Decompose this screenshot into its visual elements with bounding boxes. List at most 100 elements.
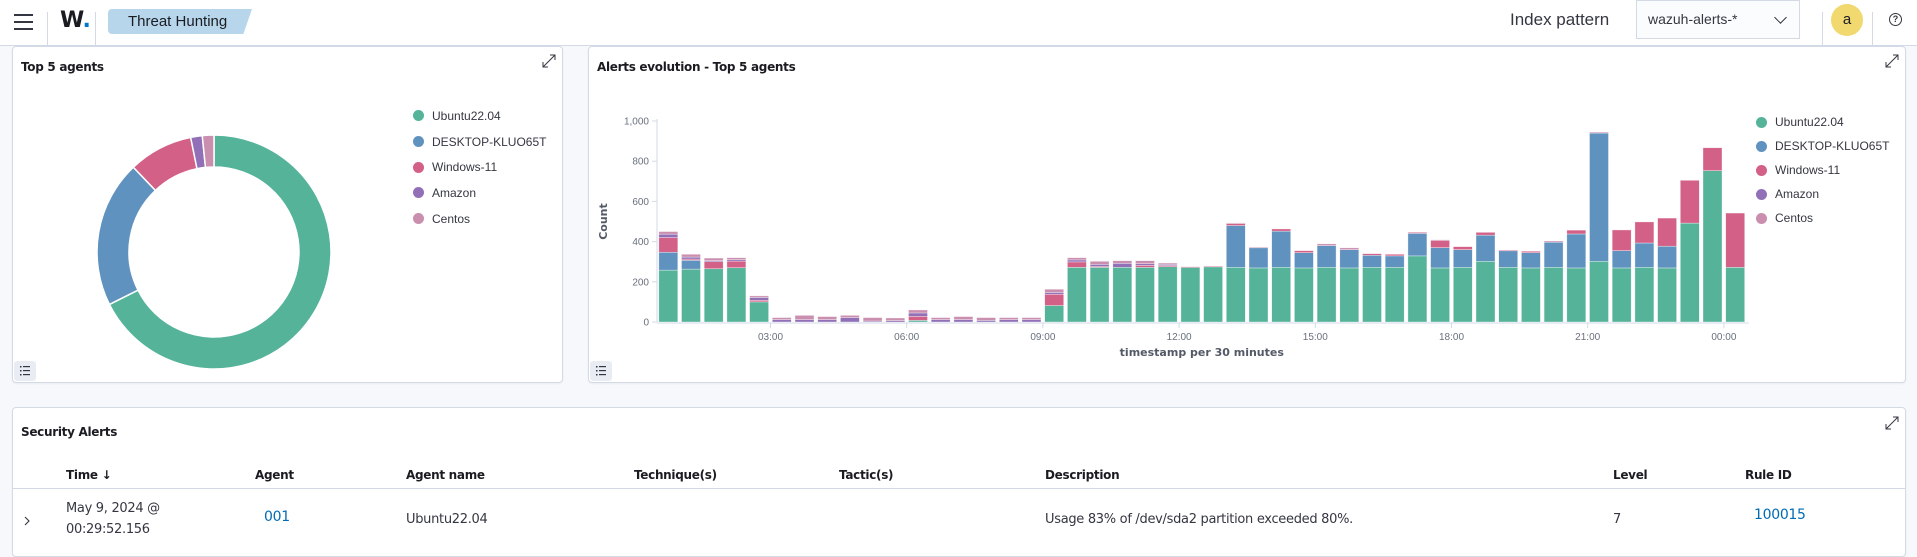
bar-segment-centos[interactable] [681,253,701,258]
bar-segment-desktop-kluo65t[interactable] [1316,245,1337,268]
bar-segment-amazon[interactable] [908,312,928,317]
bar-segment-centos[interactable] [998,317,1019,320]
bar-segment-ubuntu22-04[interactable] [1407,255,1428,323]
bar-segment-ubuntu22-04[interactable] [1680,222,1700,323]
bar-stack-0730[interactable] [976,317,996,323]
bar-segment-amazon[interactable] [930,319,951,323]
bar-segment-amazon[interactable] [1021,319,1042,323]
bar-segment-desktop-kluo65t[interactable] [1498,250,1519,268]
bar-segment-windows-11[interactable] [1203,265,1223,268]
bar-stack-2230[interactable] [1657,217,1677,323]
bar-stack-1430[interactable] [1294,250,1314,323]
bar-stack-1400[interactable] [1271,228,1292,323]
legend-item-amazon[interactable]: Amazon [1756,182,1889,206]
column-header-time[interactable]: Time ↓ [66,468,112,482]
bar-segment-desktop-kluo65t[interactable] [1634,242,1655,268]
bar-stack-2130[interactable] [1611,229,1632,323]
legend-item-windows-11[interactable]: Windows-11 [413,154,546,180]
bar-segment-centos[interactable] [908,309,928,314]
bar-segment-desktop-kluo65t[interactable] [1294,252,1314,269]
bar-stack-0530[interactable] [885,317,906,323]
bar-stack-0300[interactable] [772,317,792,323]
bar-stack-1330[interactable] [1248,246,1269,323]
bar-segment-centos[interactable] [1225,222,1246,225]
bar-segment-ubuntu22-04[interactable] [1362,267,1382,323]
bar-stack-1230[interactable] [1203,265,1223,323]
bar-segment-ubuntu22-04[interactable] [1452,267,1473,323]
bar-segment-centos[interactable] [749,295,769,298]
bar-segment-centos[interactable] [772,317,792,320]
bar-stack-1000[interactable] [1089,260,1110,323]
bar-segment-desktop-kluo65t[interactable] [1384,255,1405,268]
bar-stack-1500[interactable] [1316,243,1337,323]
bar-segment-desktop-kluo65t[interactable] [1248,247,1269,269]
column-header-rule-id[interactable]: Rule ID [1745,468,1792,482]
bar-segment-ubuntu22-04[interactable] [1521,267,1541,323]
bar-segment-ubuntu22-04[interactable] [1044,305,1065,323]
column-header-agent-name[interactable]: Agent name [406,468,485,482]
bar-segment-centos[interactable] [658,231,679,235]
bar-segment-centos[interactable] [976,317,996,321]
bar-segment-amazon[interactable] [749,297,769,301]
bar-stack-0500[interactable] [862,317,883,323]
legend-item-centos[interactable]: Centos [413,206,546,232]
bar-segment-centos[interactable] [1067,257,1087,261]
expand-icon[interactable] [542,54,556,68]
legend-item-desktop-kluo65t[interactable]: DESKTOP-KLUO65T [413,129,546,155]
bar-segment-windows-11[interactable] [658,237,679,253]
cell-rule-id-link[interactable]: 100015 [1754,507,1806,523]
bar-segment-centos[interactable] [1248,246,1269,249]
bar-segment-ubuntu22-04[interactable] [1271,267,1292,323]
bar-segment-windows-11[interactable] [1498,249,1519,252]
bar-segment-windows-11[interactable] [1384,253,1405,257]
bar-stack-0830[interactable] [1021,317,1042,323]
bar-segment-ubuntu22-04[interactable] [726,267,747,323]
bar-segment-windows-11[interactable] [1180,266,1201,268]
bar-segment-ubuntu22-04[interactable] [1339,267,1360,323]
bar-segment-windows-11[interactable] [1044,293,1065,306]
pie-slice-ubuntu22-04[interactable] [108,134,332,370]
bar-stack-0600[interactable] [908,309,928,323]
bar-stack-0100[interactable] [681,253,701,323]
bar-stack-1700[interactable] [1407,232,1428,323]
bar-stack-0700[interactable] [953,316,974,323]
bar-segment-desktop-kluo65t[interactable] [1362,254,1382,268]
breadcrumb-threat-hunting[interactable]: Threat Hunting [108,9,252,34]
bar-segment-centos[interactable] [703,257,724,261]
bar-segment-windows-11[interactable] [1702,147,1723,171]
bar-segment-ubuntu22-04[interactable] [1611,267,1632,323]
bar-stack-0230[interactable] [749,295,769,323]
help-icon[interactable]: ? [1889,13,1902,26]
bar-segment-windows-11[interactable] [1362,253,1382,256]
bar-segment-ubuntu22-04[interactable] [1384,267,1405,323]
bar-stack-1130[interactable] [1157,262,1178,323]
bar-stack-2200[interactable] [1634,221,1655,323]
bar-stack-0130[interactable] [703,257,724,323]
bar-segment-windows-11[interactable] [1067,261,1087,268]
bar-segment-windows-11[interactable] [1634,221,1655,244]
bar-segment-desktop-kluo65t[interactable] [1611,250,1632,269]
bar-segment-ubuntu22-04[interactable] [749,301,769,323]
expand-icon[interactable] [1885,416,1899,430]
bar-segment-ubuntu22-04[interactable] [1248,267,1269,323]
bar-stack-1200[interactable] [1180,266,1201,323]
bar-segment-amazon[interactable] [794,319,815,323]
bar-segment-ubuntu22-04[interactable] [1294,267,1314,323]
legend-toggle-button[interactable] [590,361,612,381]
bar-stack-1300[interactable] [1225,222,1246,323]
bar-segment-amazon[interactable] [1112,263,1133,268]
column-header-agent[interactable]: Agent [255,468,294,482]
bar-segment-desktop-kluo65t[interactable] [1543,241,1564,268]
bar-segment-amazon[interactable] [681,256,701,260]
legend-item-desktop-kluo65t[interactable]: DESKTOP-KLUO65T [1756,134,1889,158]
bar-segment-amazon[interactable] [1089,264,1110,267]
pie-slice-desktop-kluo65t[interactable] [96,166,157,306]
bar-stack-1930[interactable] [1521,250,1541,323]
bar-segment-desktop-kluo65t[interactable] [1271,230,1292,268]
legend-item-windows-11[interactable]: Windows-11 [1756,158,1889,182]
bar-segment-windows-11[interactable] [1521,250,1541,253]
bar-segment-desktop-kluo65t[interactable] [1225,225,1246,268]
bar-segment-ubuntu22-04[interactable] [1430,267,1450,323]
bar-segment-ubuntu22-04[interactable] [1498,267,1519,323]
bar-segment-centos[interactable] [726,257,747,260]
